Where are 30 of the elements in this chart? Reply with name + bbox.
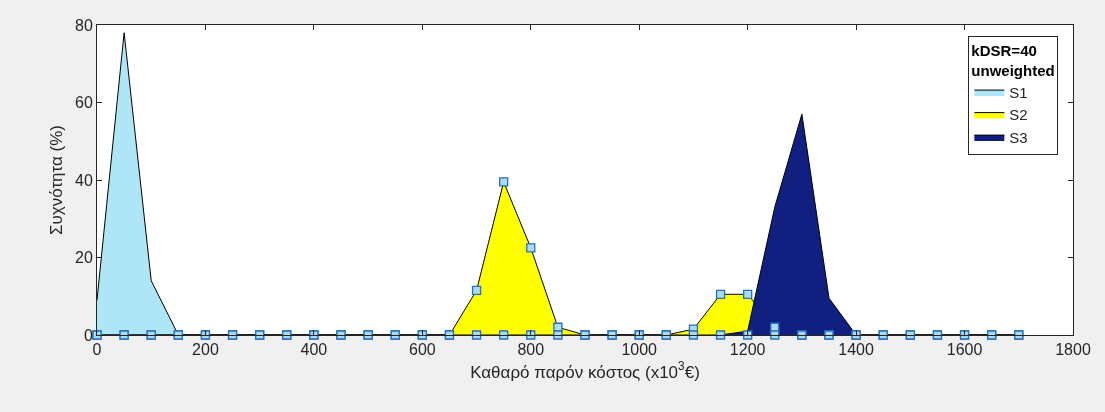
y-tick-label: 80 xyxy=(75,16,93,34)
point xyxy=(499,330,509,340)
point xyxy=(688,330,699,340)
x-tick-label: 1600 xyxy=(946,341,983,359)
point xyxy=(715,289,726,299)
y-axis-title: Συχνότητα (%) xyxy=(46,124,66,236)
point xyxy=(471,285,482,296)
point xyxy=(526,243,536,253)
x-tick-label: 1400 xyxy=(838,341,875,359)
point xyxy=(715,330,726,340)
point xyxy=(499,177,509,187)
y-tick-label: 60 xyxy=(75,94,93,112)
legend-label: S1 xyxy=(1009,83,1028,101)
point xyxy=(471,330,482,340)
x-tick-label: 600 xyxy=(408,341,436,359)
x-axis-title: Καθαρό παρόν κόστος (x10$^{3}$€) xyxy=(470,359,700,382)
x-tick-label: 200 xyxy=(192,341,219,359)
legend-label: S2 xyxy=(1009,106,1028,124)
legend-label: S3 xyxy=(1009,128,1028,146)
x-tick-label: 400 xyxy=(300,341,328,359)
y-tick-label: 20 xyxy=(75,249,93,267)
y-tick-label: 40 xyxy=(75,171,93,189)
point xyxy=(743,289,753,299)
x-tick-label: 1200 xyxy=(729,341,766,359)
x-tick-label: 1000 xyxy=(621,341,658,359)
point xyxy=(770,330,780,340)
x-tick-label: 1800 xyxy=(1055,341,1091,359)
point xyxy=(553,330,563,340)
x-tick-label: 800 xyxy=(517,341,545,359)
legend-title: kDSR=40 unweighted xyxy=(971,42,1055,79)
